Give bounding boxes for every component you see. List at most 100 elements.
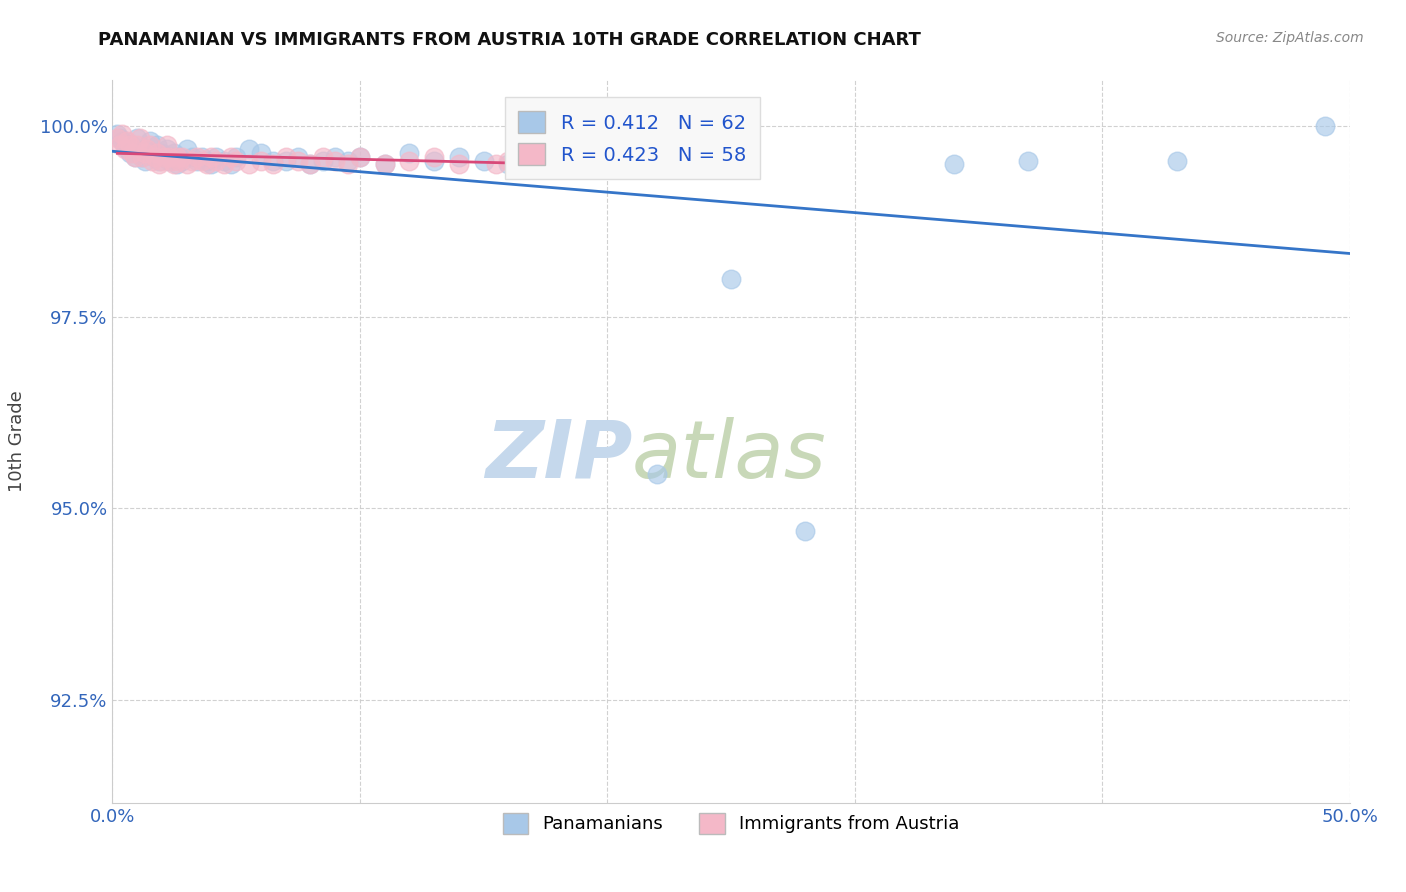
Point (323, 153, 346, 168)
Point (621, 150, 644, 164)
Point (176, 157, 198, 171)
Point (299, 157, 322, 171)
Point (128, 145, 150, 160)
Point (121, 145, 143, 160)
Point (117, 142, 139, 156)
Point (225, 153, 247, 168)
Point (274, 150, 297, 164)
Point (160, 150, 183, 164)
Point (111, 135, 134, 149)
Point (262, 157, 284, 171)
Point (124, 150, 146, 164)
Point (121, 138, 143, 153)
Point (131, 150, 153, 164)
Point (1166, 153, 1188, 168)
Point (287, 153, 309, 168)
Point (671, 157, 693, 171)
Point (190, 150, 212, 164)
Point (169, 150, 191, 164)
Point (447, 157, 470, 171)
Point (485, 157, 508, 171)
Point (107, 130, 129, 145)
Text: Source: ZipAtlas.com: Source: ZipAtlas.com (1216, 31, 1364, 45)
Point (219, 150, 242, 164)
Point (219, 157, 242, 171)
Point (166, 150, 188, 164)
Point (645, 467, 668, 481)
Point (720, 272, 742, 286)
Point (195, 157, 218, 171)
Point (225, 150, 247, 164)
Point (138, 135, 160, 149)
Point (374, 157, 396, 171)
Point (176, 142, 198, 156)
Point (547, 157, 569, 171)
Point (323, 150, 346, 164)
Point (250, 153, 273, 168)
Text: ZIP: ZIP (485, 417, 633, 495)
Point (114, 138, 136, 153)
Point (136, 142, 159, 156)
Point (794, 524, 817, 539)
Point (498, 153, 520, 168)
Point (472, 153, 495, 168)
Point (423, 150, 446, 164)
Y-axis label: 10th Grade: 10th Grade (7, 391, 25, 492)
Point (312, 153, 335, 168)
Point (128, 130, 150, 145)
Point (150, 153, 173, 168)
Point (138, 138, 160, 153)
Point (1313, 119, 1336, 133)
Point (596, 157, 619, 171)
Point (148, 157, 170, 171)
Point (522, 150, 544, 164)
Point (141, 153, 163, 168)
Point (1017, 153, 1039, 168)
Point (186, 153, 208, 168)
Point (447, 150, 470, 164)
Point (146, 138, 169, 153)
Point (274, 153, 297, 168)
Point (117, 135, 139, 149)
Point (170, 153, 193, 168)
Point (336, 153, 359, 168)
Point (596, 153, 619, 168)
Point (200, 150, 222, 164)
Point (111, 127, 134, 141)
Point (180, 150, 202, 164)
Point (287, 150, 309, 164)
Point (238, 142, 260, 156)
Point (134, 153, 156, 168)
Point (146, 145, 169, 160)
Point (398, 145, 420, 160)
Point (153, 150, 176, 164)
Point (169, 153, 191, 168)
Point (131, 150, 153, 164)
Point (349, 150, 371, 164)
Point (108, 138, 131, 153)
Point (238, 157, 260, 171)
Point (299, 157, 322, 171)
Point (374, 157, 396, 171)
Point (163, 157, 186, 171)
Point (205, 153, 228, 168)
Point (498, 157, 520, 171)
Point (156, 138, 179, 153)
Point (160, 153, 183, 168)
Point (143, 150, 166, 164)
Point (205, 150, 228, 164)
Point (398, 153, 420, 168)
Point (190, 153, 212, 168)
Text: atlas: atlas (633, 417, 827, 495)
Point (942, 157, 965, 171)
Point (200, 157, 222, 171)
Point (127, 130, 149, 145)
Point (262, 153, 284, 168)
Point (157, 150, 180, 164)
Point (134, 145, 156, 160)
Point (127, 138, 149, 153)
Point (349, 150, 371, 164)
Point (108, 130, 131, 145)
Point (114, 142, 136, 156)
Point (107, 127, 129, 141)
